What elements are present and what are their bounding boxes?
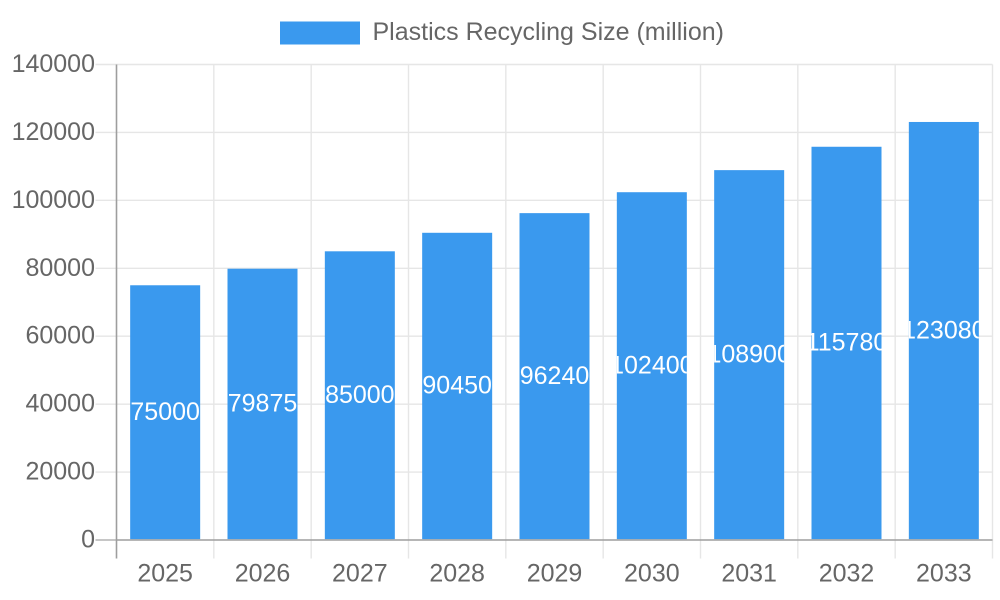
svg-text:2028: 2028: [429, 560, 485, 588]
svg-text:2025: 2025: [137, 560, 193, 588]
svg-text:79875: 79875: [228, 390, 298, 418]
svg-text:120000: 120000: [12, 118, 95, 146]
svg-text:40000: 40000: [25, 390, 95, 418]
svg-text:2027: 2027: [332, 560, 388, 588]
svg-text:96240: 96240: [520, 362, 590, 390]
svg-text:Plastics Recycling Size (milli: Plastics Recycling Size (million): [373, 18, 724, 46]
svg-text:0: 0: [81, 526, 95, 554]
svg-text:75000: 75000: [130, 398, 200, 426]
svg-text:20000: 20000: [25, 458, 95, 486]
svg-text:108900: 108900: [707, 340, 790, 368]
svg-text:90450: 90450: [422, 372, 492, 400]
svg-text:2030: 2030: [624, 560, 680, 588]
svg-text:2032: 2032: [819, 560, 875, 588]
svg-text:2029: 2029: [527, 560, 583, 588]
svg-text:80000: 80000: [25, 254, 95, 282]
svg-text:85000: 85000: [325, 381, 395, 409]
svg-text:2031: 2031: [721, 560, 777, 588]
svg-text:115780: 115780: [806, 329, 888, 357]
svg-text:102400: 102400: [610, 351, 693, 379]
svg-text:100000: 100000: [12, 186, 95, 214]
svg-text:60000: 60000: [25, 322, 95, 350]
svg-text:2026: 2026: [235, 560, 291, 588]
svg-text:123080: 123080: [902, 316, 985, 344]
svg-text:140000: 140000: [12, 50, 95, 78]
svg-text:2033: 2033: [916, 560, 972, 588]
